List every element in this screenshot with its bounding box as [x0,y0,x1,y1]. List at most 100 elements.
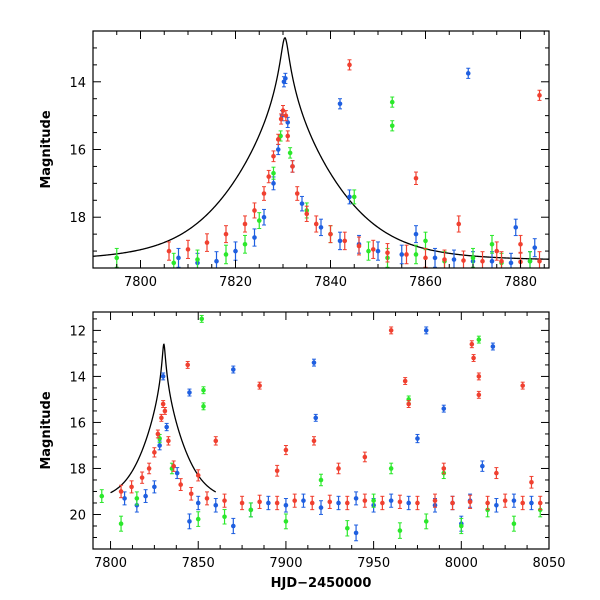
x-tick-label: 7800 [94,556,127,571]
data-point [159,413,164,422]
data-point [160,400,166,408]
data-point [166,436,171,446]
data-point [195,469,201,482]
data-point [442,249,447,268]
y-tick-label: 18 [69,462,86,477]
data-point [366,241,371,261]
data-point [371,493,376,508]
panel-bottom: 7800 7850 7900 7950 8000 8050 12 14 16 18 20 Magnit… [39,311,566,591]
data-point [529,475,534,489]
data-point [345,520,350,537]
data-point [266,495,271,511]
data-point [362,493,368,508]
data-point [283,72,288,84]
data-point [362,451,368,463]
data-point [520,495,525,511]
data-point [532,238,538,258]
y-tick-label: 14 [69,76,86,91]
data-point [389,96,395,108]
data-point [353,524,359,542]
data-point [171,460,176,472]
data-point [257,381,262,390]
y-tick-label: 12 [69,324,86,339]
data-point [456,215,462,233]
data-point [520,381,525,390]
data-point [537,495,543,511]
data-point [248,502,254,518]
data-point [242,234,248,254]
data-point [451,249,457,268]
data-point [195,495,201,511]
data-point [187,513,192,530]
data-point [467,494,473,509]
panel-top: 7800 7820 7840 7860 7880 14 16 18 Magnitude [39,30,550,290]
data-point [337,231,343,251]
data-point [351,189,357,205]
data-point [459,517,464,535]
data-point [513,218,519,237]
y-tick-label: 20 [69,508,86,523]
data-point [299,195,305,212]
data-point [318,218,324,237]
data-point [292,493,297,508]
data-series-0 [122,326,534,542]
data-point [465,67,471,79]
data-point [171,252,177,268]
data-point [304,205,310,222]
data-series-1 [99,314,543,539]
data-point [162,406,168,415]
x-tick-label: 7880 [504,275,537,290]
data-point [406,400,411,408]
data-point [185,239,191,259]
data-point [231,517,236,535]
data-point [294,186,300,201]
data-point [337,98,343,110]
data-point [471,354,476,362]
plot-area [99,314,543,542]
data-point [166,241,172,261]
data-point [476,335,482,344]
x-tick-label: 7950 [357,556,390,571]
data-point [397,494,403,509]
data-point [311,358,317,367]
data-point [231,365,236,374]
data-point [204,491,210,506]
data-point [139,471,145,484]
data-point [257,494,262,509]
data-point [328,225,333,244]
data-point [242,215,248,233]
data-point [385,243,390,263]
data-point [195,511,201,527]
x-tick-label: 8050 [532,556,565,571]
data-point [275,143,281,156]
data-point [233,241,238,261]
data-point [164,422,169,432]
data-point [252,228,257,247]
y-tick-label: 16 [69,416,86,431]
data-point [155,429,161,439]
data-point [423,231,428,251]
data-point [278,130,283,142]
data-point [388,326,394,335]
plot-area [93,37,549,268]
data-point [508,252,514,268]
data-point [129,480,134,494]
data-point [146,462,152,475]
data-point [327,494,333,509]
data-point [223,225,229,244]
data-point [143,489,148,503]
data-point [494,467,499,480]
data-point [511,493,517,508]
data-point [285,130,291,142]
data-series-2 [118,326,543,511]
data-point [353,491,359,506]
y-axis-label: Magnitude [39,391,54,470]
data-point [404,244,409,265]
x-tick-label: 7900 [269,556,302,571]
data-point [529,495,534,511]
y-tick-label: 18 [69,211,86,226]
data-point [480,460,485,472]
data-point [461,250,466,268]
data-point [336,495,341,511]
